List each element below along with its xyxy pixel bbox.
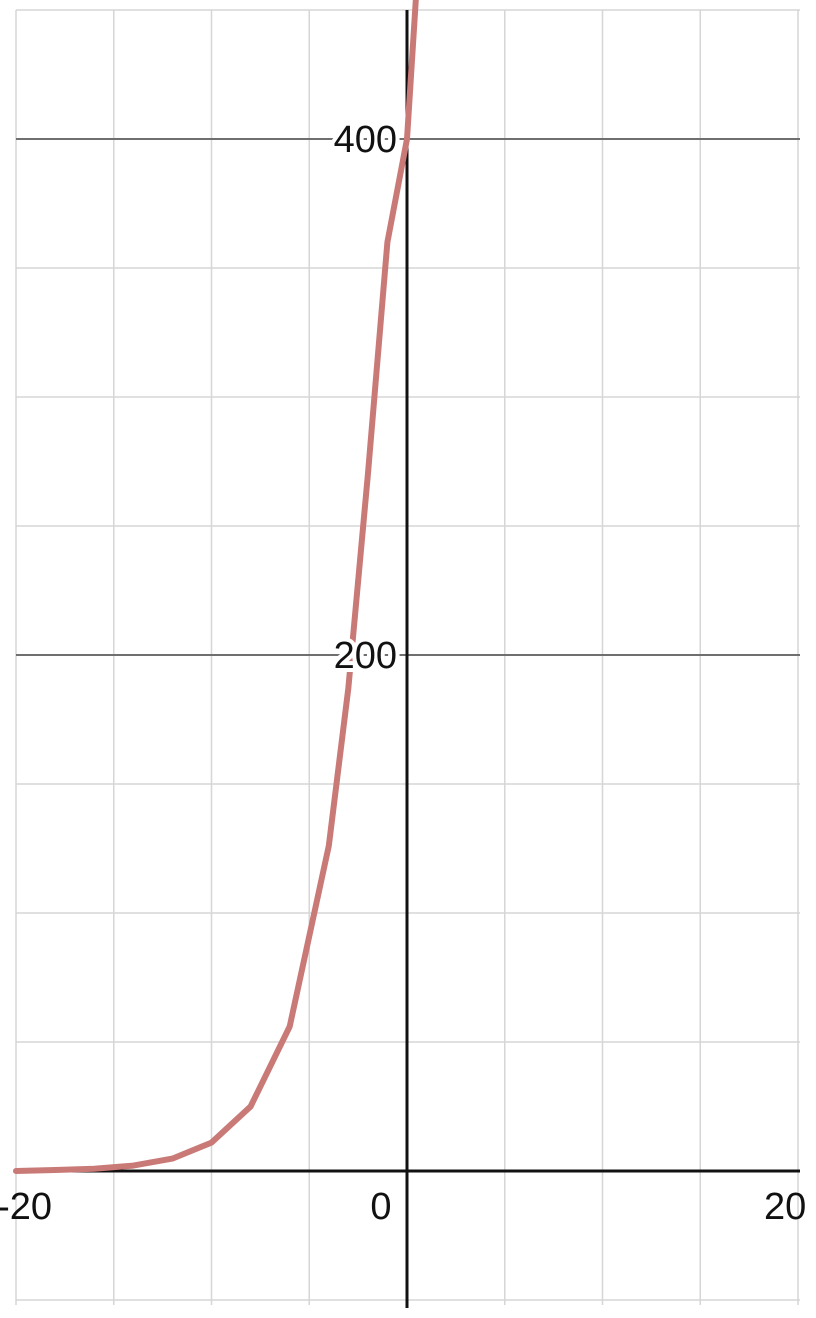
series-layer: [13, 0, 419, 1174]
y-tick-label: 400: [334, 119, 397, 161]
x-tick-label: 0: [370, 1186, 391, 1228]
axes: [16, 10, 800, 1308]
tick-labels: -20 0 20 200 400: [0, 115, 806, 1228]
x-tick-label: 20: [764, 1186, 806, 1228]
x-tick-label: -20: [0, 1186, 52, 1228]
series-line: [13, 0, 419, 1174]
y-tick-label: 200: [334, 635, 397, 677]
